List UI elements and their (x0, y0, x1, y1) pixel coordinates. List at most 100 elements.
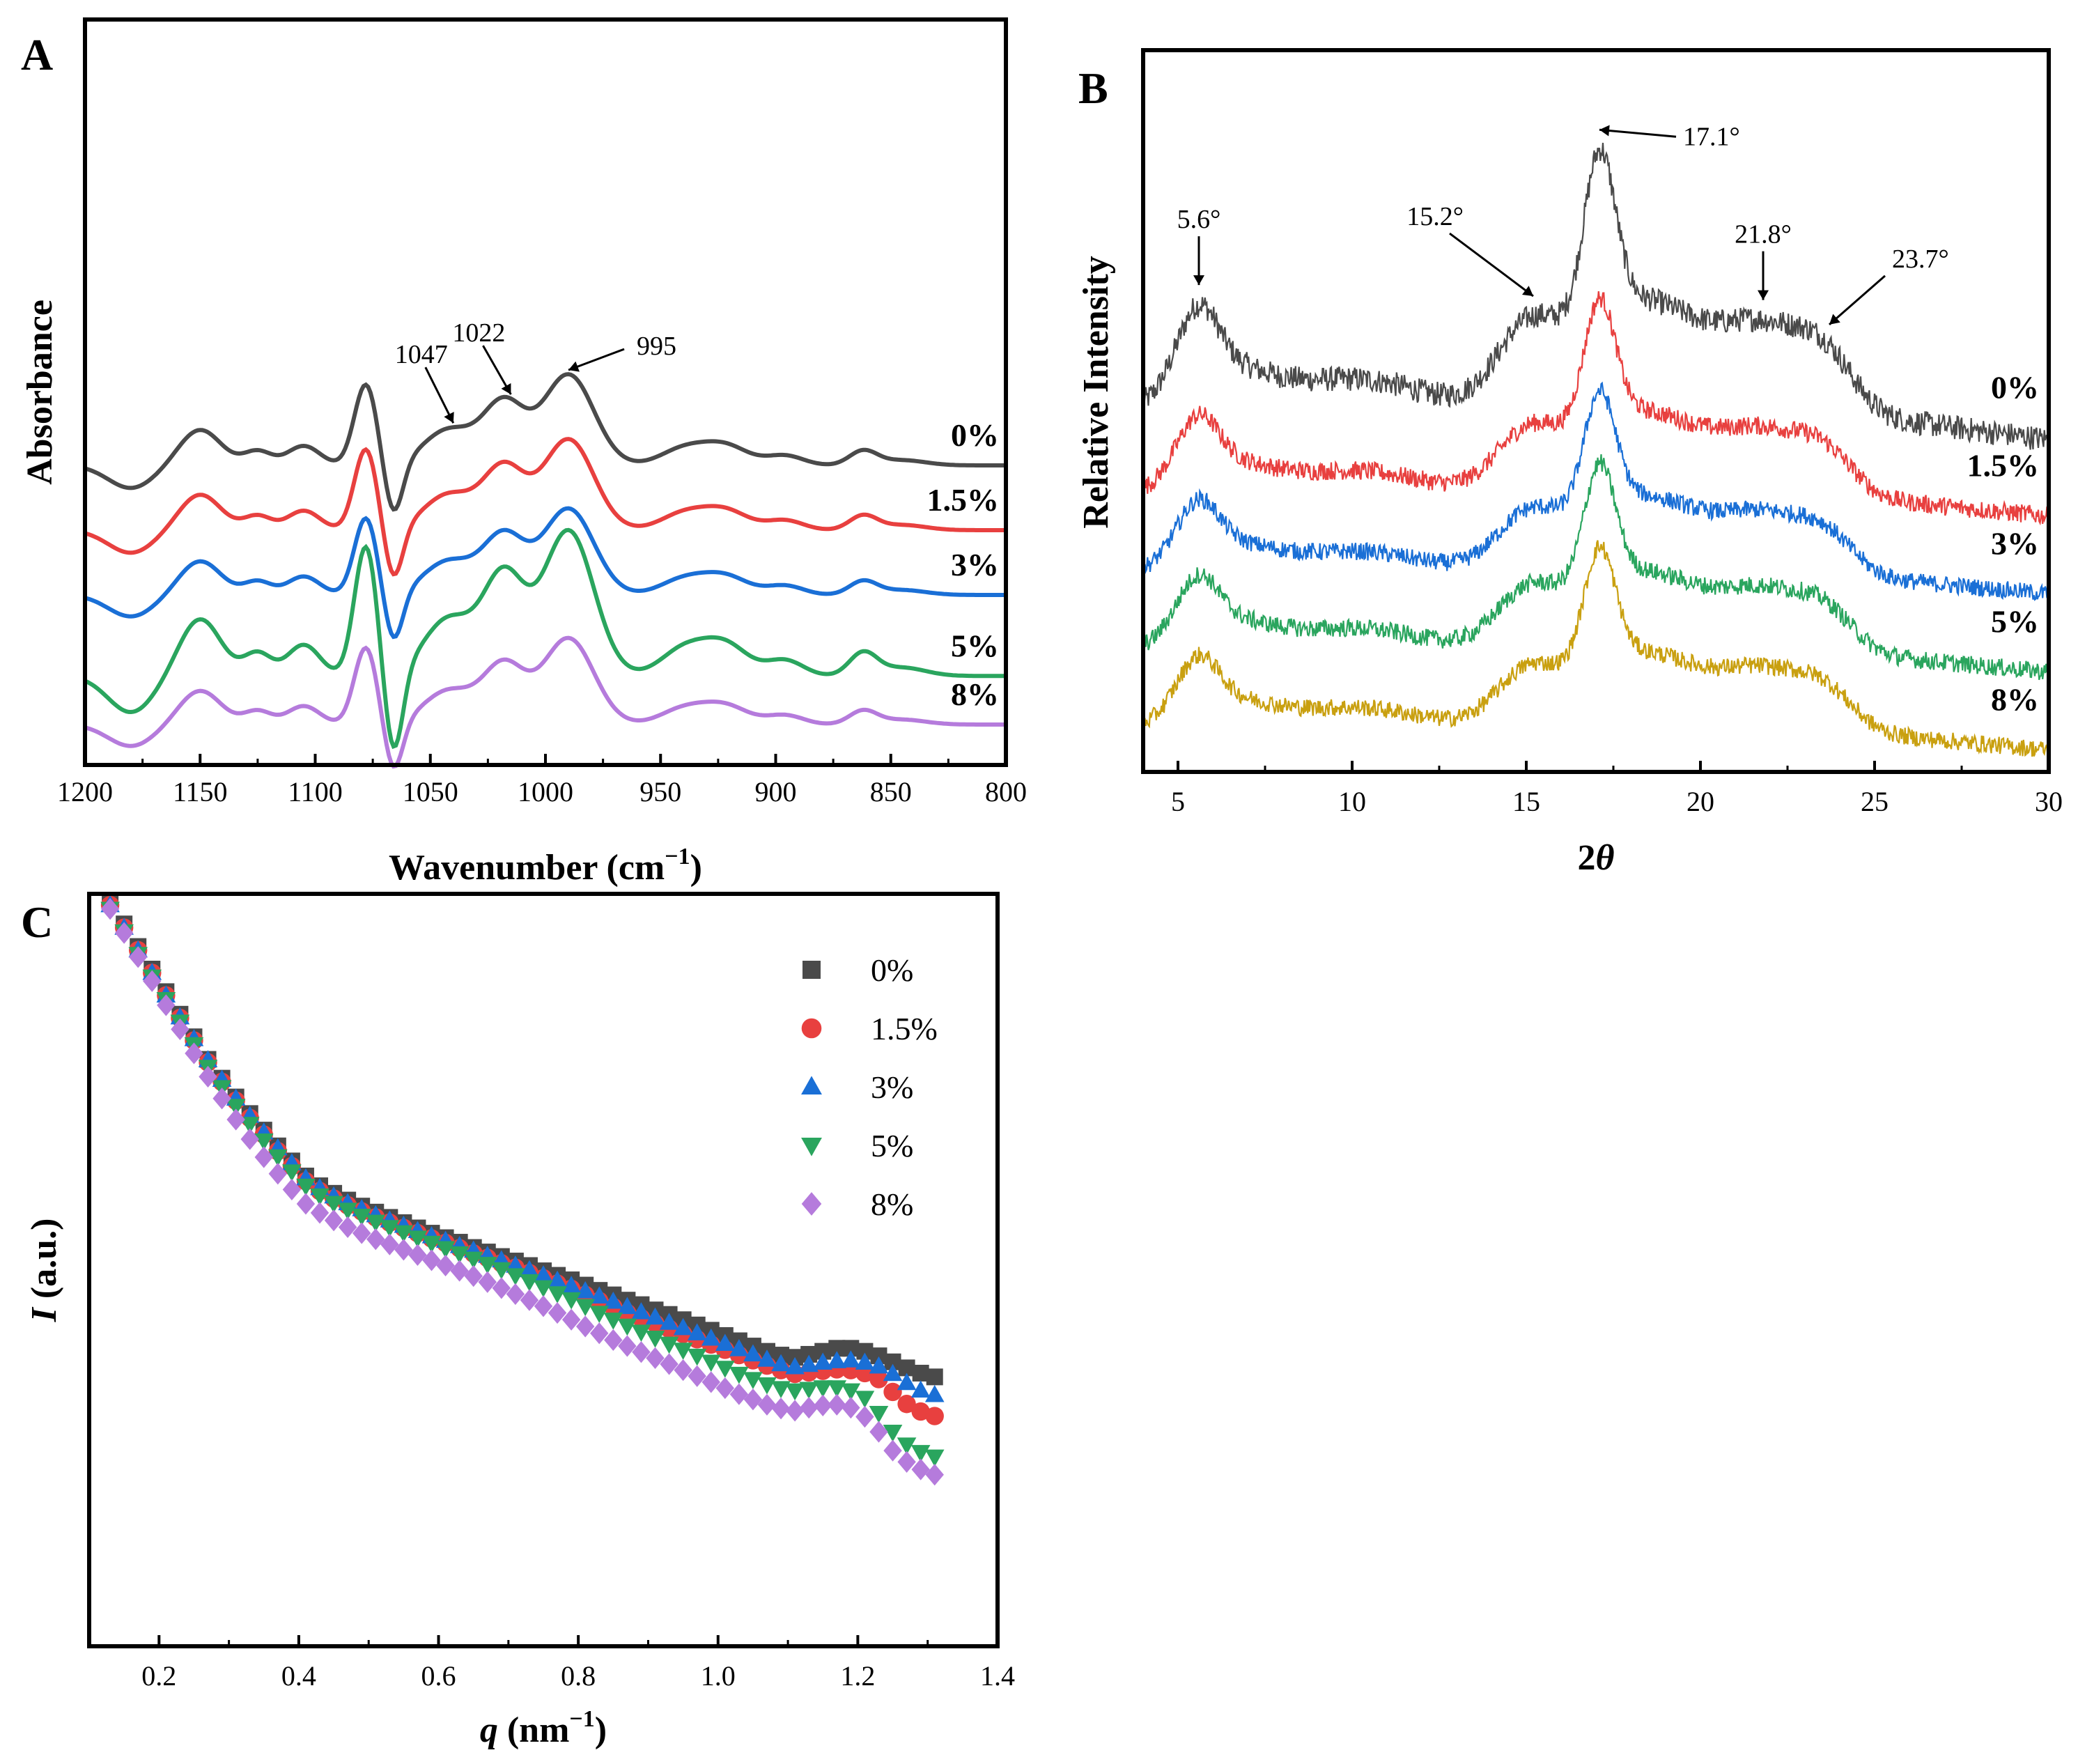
panel-b-tick-label: 25 (1861, 786, 1889, 817)
panel-c-point (338, 1202, 357, 1220)
panel-c-legend-marker (801, 1018, 822, 1039)
panel-c-point (897, 1372, 917, 1391)
panel-c-point (604, 1329, 623, 1352)
panel-c-point (520, 1274, 539, 1292)
panel-c-point (883, 1363, 903, 1382)
panel-b-letter: B (1078, 63, 1108, 113)
panel-b-y-axis-title: Relative Intensity (1076, 256, 1116, 528)
panel-c-point (548, 1286, 567, 1303)
panel-c-point (380, 1220, 400, 1237)
panel-c-tick-label: 0.4 (281, 1660, 316, 1692)
panel-c-point (687, 1323, 707, 1340)
panel-c-point (883, 1382, 902, 1402)
panel-c-point (561, 1308, 581, 1331)
panel-c-point (869, 1421, 888, 1443)
panel-a-annotation-arrowhead (568, 361, 580, 372)
panel-c-point (631, 1302, 651, 1320)
panel-c-point (869, 1406, 889, 1423)
panel-c-point (352, 1209, 371, 1226)
panel-b-series-tag: 1.5% (1967, 448, 2040, 483)
panel-c-point (701, 1354, 721, 1372)
panel-a-tick-label: 1000 (518, 776, 573, 807)
panel-c-point (310, 1188, 329, 1206)
panel-c-legend-label: 3% (871, 1069, 913, 1105)
panel-c-point (226, 1099, 246, 1116)
panel-c-point (912, 1364, 929, 1382)
panel-c-point (338, 1216, 357, 1239)
panel-c-point (785, 1383, 805, 1401)
panel-c-point (897, 1450, 916, 1473)
panel-c-point (366, 1214, 386, 1232)
panel-b-annotation-label: 23.7° (1892, 245, 1949, 274)
panel-c-point (841, 1383, 861, 1401)
panel-c-point (520, 1289, 539, 1311)
panel-c-point (296, 1193, 316, 1215)
panel-c-point (534, 1295, 553, 1317)
panel-c-point (814, 1394, 832, 1416)
panel-c-point (715, 1333, 735, 1352)
panel-c-point (185, 1042, 203, 1065)
panel-b-series-tag: 3% (1991, 526, 2039, 562)
panel-b-tick-label: 5 (1171, 786, 1185, 817)
panel-b-tick-label: 20 (1687, 786, 1714, 817)
panel-c-legend: 0% 1.5% 3% 5% 8% (801, 952, 938, 1222)
panel-c-point (618, 1335, 637, 1357)
panel-a-series (84, 372, 1006, 769)
panel-c-point (561, 1276, 581, 1293)
panel-c-point (924, 1384, 945, 1402)
panel-c-point (296, 1178, 316, 1196)
panel-c-point (617, 1318, 637, 1336)
panel-c-point (212, 1088, 231, 1110)
panel-c-point (324, 1196, 343, 1214)
panel-a-series-tag: 0% (951, 417, 999, 453)
panel-a-series-tags: 0% 1.5% 3% 5% 8% (927, 417, 1000, 712)
panel-c-point (729, 1366, 749, 1384)
panel-b-annotation-arrow (1599, 128, 1677, 138)
panel-c-point (743, 1344, 763, 1362)
panel-c-point (645, 1331, 665, 1348)
panel-c-point (897, 1437, 917, 1455)
panel-c-point (478, 1271, 497, 1293)
panel-c-point (268, 1163, 288, 1185)
panel-c-point (757, 1393, 777, 1416)
panel-a-annotation-arrow (568, 348, 625, 371)
panel-c-point (701, 1371, 720, 1393)
panel-a-series-tag: 1.5% (927, 482, 1000, 518)
panel-c-tick-label: 0.6 (421, 1660, 456, 1692)
panel-c-point (100, 898, 120, 920)
panel-c-point (771, 1398, 791, 1420)
panel-b-annotation-label: 17.1° (1683, 122, 1740, 151)
panel-b: B 0%1.5%3%5%8% 5.6° 15.2°17.1°21.8°23.7° … (1076, 48, 2063, 878)
panel-c-point (897, 1395, 916, 1414)
panel-c-point (520, 1260, 539, 1278)
panel-c-tick-label: 0.2 (141, 1660, 176, 1692)
panel-c-point (910, 1445, 931, 1462)
panel-c-tick-label: 1.4 (980, 1660, 1015, 1692)
panel-c-point (646, 1347, 665, 1369)
panel-c-point (659, 1336, 679, 1354)
panel-a-tick-label: 1050 (403, 776, 458, 807)
panel-c-frame (87, 892, 1000, 1648)
panel-b-annotation-arrowhead (1599, 125, 1610, 137)
panel-b-series-line (1142, 142, 2050, 450)
panel-c-point (240, 1117, 260, 1134)
panel-c-point (449, 1246, 470, 1264)
panel-c-point (925, 1407, 944, 1425)
panel-c-point (492, 1277, 511, 1299)
panel-c-point (240, 1128, 259, 1150)
panel-c-point (436, 1254, 455, 1277)
panel-b-series (1142, 142, 2050, 757)
panel-c-legend-marker (801, 1192, 822, 1216)
panel-c-point (408, 1230, 428, 1248)
panel-b-annotation-label: 15.2° (1406, 202, 1464, 231)
panel-c-legend-marker (801, 1076, 822, 1095)
panel-c-point (394, 1225, 414, 1243)
panel-c-point (394, 1239, 413, 1261)
panel-b-series-line (1142, 540, 2050, 757)
panel-c-point (911, 1402, 930, 1421)
panel-c-point (869, 1356, 889, 1374)
panel-c-letter: C (21, 897, 53, 947)
panel-a-y-axis-title: Absorbance (20, 300, 60, 485)
